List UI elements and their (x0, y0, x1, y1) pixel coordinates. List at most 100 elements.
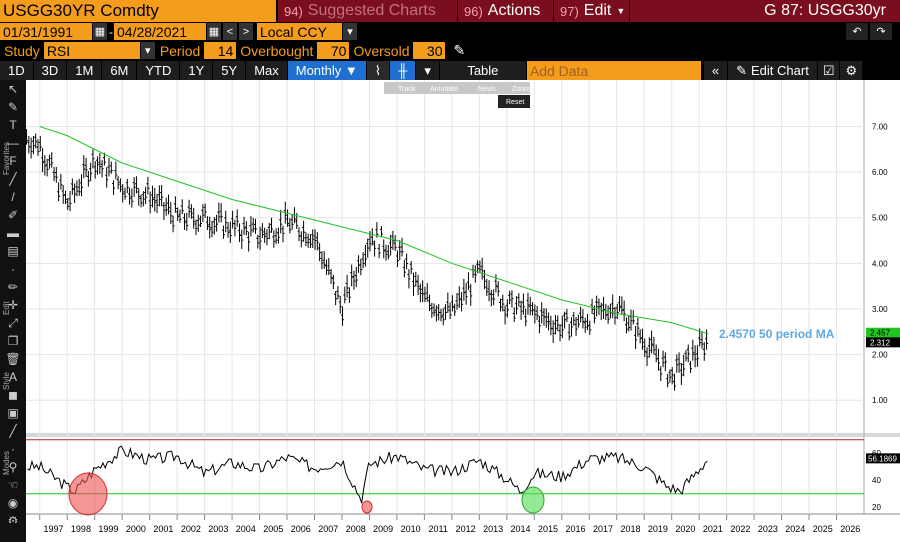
y-tick-label: 2.00 (872, 351, 888, 360)
start-date-field[interactable]: 01/31/1991 (0, 23, 92, 40)
actions-button[interactable]: 96) Actions (458, 0, 554, 22)
currency-select[interactable]: Local CCY (257, 23, 342, 40)
chevron-down-icon[interactable]: ▾ (343, 23, 357, 40)
magnet-icon[interactable]: ⚲ (8, 460, 18, 474)
chevron-down-icon[interactable]: ▾ (140, 42, 155, 59)
hand-icon[interactable]: ☜ (7, 478, 19, 492)
x-tick-label: 2014 (511, 524, 531, 534)
x-tick-label: 2018 (620, 524, 640, 534)
y-tick-label: 1.00 (872, 396, 888, 405)
period-button-1m[interactable]: 1M (67, 61, 102, 80)
bar-chart-icon[interactable]: ╫ (390, 61, 416, 80)
text-icon[interactable]: T (9, 118, 17, 132)
ray-icon[interactable]: ╱ (9, 172, 17, 186)
x-tick-label: 2006 (291, 524, 311, 534)
y-tick-label: 6.00 (872, 168, 888, 177)
x-tick-label: 2005 (263, 524, 283, 534)
edit-button[interactable]: 97) Edit ▼ (554, 0, 630, 22)
edit-icon[interactable]: ☑ (817, 61, 840, 80)
rect-icon[interactable]: ▬ (7, 226, 19, 240)
ticker-field[interactable]: USGG30YR Comdty (0, 0, 276, 22)
period-button-1y[interactable]: 1Y (180, 61, 213, 80)
fill-icon[interactable]: ▣ (7, 406, 19, 420)
rsi-value-label: 56.1869 (868, 454, 897, 463)
y-tick-label: 5.00 (872, 214, 888, 223)
interval-select[interactable]: Monthly ▼ (287, 61, 366, 80)
ma-annotation: 2.4570 50 period MA (719, 327, 835, 341)
hline-icon[interactable]: — (7, 136, 19, 150)
gear-icon[interactable]: ⚙ (840, 61, 863, 80)
period-button-6m[interactable]: 6M (102, 61, 137, 80)
fib-icon[interactable]: F (9, 154, 17, 168)
font-icon[interactable]: A (8, 370, 17, 384)
x-tick-label: 2013 (483, 524, 503, 534)
study-label: Study (4, 42, 40, 59)
line-style-icon[interactable]: ╱ (9, 424, 17, 438)
y-tick-label: 3.00 (872, 305, 888, 314)
line-chart-icon[interactable]: ⌇ (366, 61, 390, 80)
line-icon[interactable]: / (11, 190, 15, 204)
add-data-field[interactable]: Add Data (526, 61, 701, 80)
pencil-icon[interactable]: ✎ (453, 42, 466, 58)
collapse-icon[interactable]: « (703, 61, 728, 80)
period-field[interactable]: 14 (204, 42, 237, 59)
move-icon[interactable]: ⤢ (8, 315, 18, 330)
sub-tool-track[interactable]: Track (398, 86, 416, 93)
side-label-modes: Modes (2, 450, 11, 475)
calendar-icon[interactable]: ▦ (93, 23, 107, 40)
cursor-icon[interactable]: ↖ (7, 82, 19, 96)
reset-button[interactable] (498, 95, 530, 108)
x-tick-label: 1997 (43, 524, 63, 534)
eye-icon[interactable]: ◉ (7, 496, 19, 510)
oversold-field[interactable]: 30 (413, 42, 446, 59)
prev-arrow-icon[interactable]: < (223, 23, 237, 40)
undo-icon[interactable]: ↶ (846, 23, 868, 40)
overbought-field[interactable]: 70 (317, 42, 350, 59)
last-price-label: 2.312 (870, 338, 891, 347)
period-button-max[interactable]: Max (246, 61, 287, 80)
sub-tool-zoom[interactable]: Zoom (512, 86, 530, 93)
redo-icon[interactable]: ↷ (870, 23, 892, 40)
actions-num: 96) (464, 3, 483, 19)
edit-chart-label: Edit Chart (751, 63, 809, 78)
x-tick-label: 2000 (126, 524, 146, 534)
chart-area[interactable]: 1997 1998 1999 2000 2001 2002 2003 2004 2005 2006… (0, 80, 900, 542)
x-tick-label: 1998 (71, 524, 91, 534)
cross-icon[interactable]: ✛ (7, 298, 19, 312)
copy-icon[interactable]: ❐ (7, 334, 19, 348)
trash-icon[interactable]: 🗑 (5, 352, 21, 366)
pen-icon[interactable]: ✎ (7, 100, 19, 114)
x-tick-label: 2012 (456, 524, 476, 534)
reset-label: Reset (506, 99, 524, 106)
chevron-down-icon[interactable]: ▾ (416, 61, 439, 80)
period-button-3d[interactable]: 3D (33, 61, 67, 80)
edit-num: 97) (560, 3, 579, 19)
x-tick-label: 2002 (181, 524, 201, 534)
end-date-field[interactable]: 04/28/2021 (114, 23, 206, 40)
settings-icon[interactable]: ⚙ (7, 514, 19, 528)
edit-chart-button[interactable]: ✎ Edit Chart (728, 61, 817, 80)
pane-splitter[interactable] (26, 433, 900, 437)
x-tick-label: 2003 (208, 524, 228, 534)
sub-tool-annotate[interactable]: Annotate (430, 86, 458, 93)
x-tick-label: 2026 (840, 524, 860, 534)
sub-toolbar (384, 82, 530, 94)
period-button-1d[interactable]: 1D (0, 61, 33, 80)
study-select[interactable]: RSI (43, 42, 140, 59)
table-button[interactable]: Table (439, 61, 526, 80)
brush-icon[interactable]: ✐ (7, 208, 19, 222)
suggested-charts-button[interactable]: 94) Suggested Charts (278, 0, 458, 22)
x-tick-label: 1999 (98, 524, 118, 534)
calendar-icon[interactable]: ▦ (207, 23, 221, 40)
channel-icon[interactable]: ▤ (7, 244, 19, 258)
sub-tool-news[interactable]: News (478, 86, 496, 93)
x-tick-label: 2010 (401, 524, 421, 534)
color-icon[interactable]: ◼ (8, 388, 18, 402)
y-tick-label: 4.00 (872, 259, 888, 268)
period-button-5y[interactable]: 5Y (213, 61, 246, 80)
plot-background (26, 80, 864, 542)
period-button-ytd[interactable]: YTD (137, 61, 180, 80)
x-tick-label: 2020 (675, 524, 695, 534)
pencil-icon[interactable]: ✏ (7, 280, 19, 294)
next-arrow-icon[interactable]: > (239, 23, 253, 40)
